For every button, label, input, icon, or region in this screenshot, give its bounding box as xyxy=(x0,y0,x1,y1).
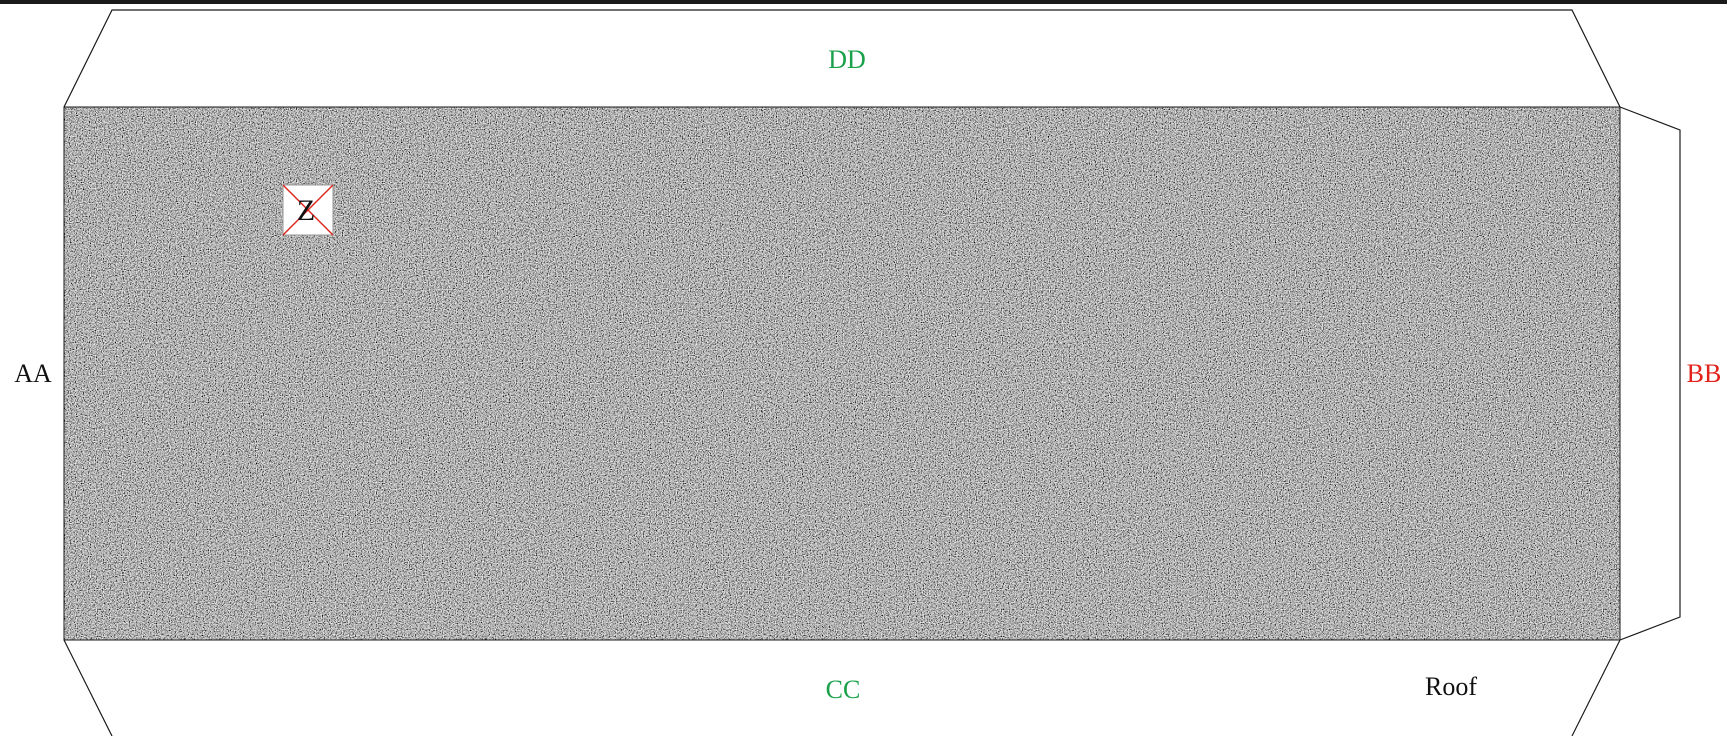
label-corner: Roof xyxy=(1425,672,1477,701)
label-right: BB xyxy=(1686,359,1722,388)
label-top: DD xyxy=(828,45,866,74)
bottom-flap-outline xyxy=(63,639,113,736)
bottom-flap-outline-right xyxy=(1571,639,1621,736)
top-flap-outline xyxy=(63,9,1621,108)
right-flap-outline xyxy=(1619,106,1681,641)
crossed-box-icon xyxy=(282,184,334,236)
label-bottom: CC xyxy=(825,675,861,704)
textured-panel-border xyxy=(63,106,1621,641)
label-left: AA xyxy=(14,359,52,388)
top-border xyxy=(0,0,1727,4)
marker-label: Z xyxy=(296,194,316,227)
